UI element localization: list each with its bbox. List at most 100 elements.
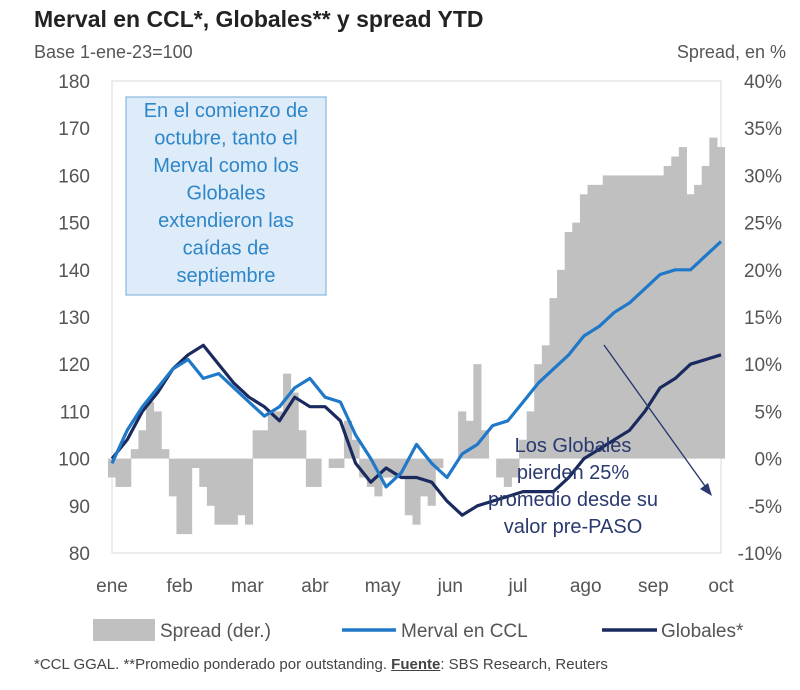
- spread-bar: [184, 458, 193, 535]
- legend-merval-label: Merval en CCL: [401, 621, 528, 642]
- spread-bar: [244, 458, 254, 525]
- spread-bar: [458, 411, 467, 459]
- spread-bar: [389, 458, 398, 478]
- y2-tick-label: 20%: [744, 261, 782, 282]
- annotation-box: [125, 96, 327, 296]
- y-tick-label: 120: [58, 355, 90, 376]
- spread-bar: [579, 194, 589, 459]
- spread-bar: [260, 430, 269, 459]
- spread-bar: [602, 175, 611, 459]
- x-tick-label: oct: [708, 576, 734, 597]
- spread-bar: [412, 458, 421, 525]
- chart-title: Merval en CCL*, Globales** y spread YTD: [34, 6, 484, 32]
- x-tick-label: ago: [570, 576, 602, 597]
- spread-bar: [146, 401, 155, 459]
- spread-bar: [206, 458, 216, 506]
- spread-bar: [138, 430, 147, 459]
- spread-bar: [351, 439, 360, 459]
- footnote: *CCL GGAL. **Promedio ponderado por outs…: [34, 656, 608, 673]
- spread-bar: [633, 175, 642, 459]
- annotation-box-line: En el comienzo de: [144, 100, 309, 122]
- spread-bar: [214, 458, 223, 525]
- legend: Spread (der.) Merval en CCL Globales*: [93, 619, 744, 642]
- spread-bar: [176, 458, 185, 535]
- spread-bar: [625, 175, 634, 459]
- x-tick-label: ene: [96, 576, 128, 597]
- annotation-box-line: septiembre: [177, 265, 276, 287]
- spread-bar: [557, 269, 566, 459]
- spread-bar: [549, 298, 558, 459]
- y-tick-label: 130: [58, 308, 90, 329]
- spread-bar: [435, 458, 444, 469]
- spread-bar: [511, 458, 520, 478]
- spread-bar: [199, 458, 208, 487]
- chart-canvas: 180 170 160 150 140 130 120 110 100 90 80 40% 35% 30%…: [58, 72, 783, 642]
- spread-bar: [313, 458, 322, 487]
- spread-bar: [678, 147, 687, 459]
- legend-spread-label: Spread (der.): [160, 621, 271, 642]
- spread-bar: [115, 458, 124, 487]
- spread-bar: [465, 420, 474, 459]
- spread-bar: [663, 165, 672, 459]
- y2-tick-label: -5%: [748, 497, 782, 518]
- spread-bar: [671, 156, 680, 459]
- y2-tick-label: 15%: [744, 308, 782, 329]
- spread-bar: [503, 458, 512, 487]
- merval-line: [110, 240, 723, 489]
- spread-bar: [564, 232, 573, 459]
- y-tick-label: 170: [58, 119, 90, 140]
- y2-tick-label: 0%: [755, 450, 783, 471]
- spread-bars: [107, 137, 726, 535]
- annotation-globales-line: Los Globales: [515, 435, 632, 457]
- spread-bar: [161, 449, 170, 459]
- y-tick-label: 100: [58, 450, 90, 471]
- spread-bar: [519, 439, 528, 459]
- x-tick-label: sep: [638, 576, 669, 597]
- right-axis-label: Spread, en %: [676, 42, 786, 62]
- spread-bar: [656, 175, 665, 459]
- spread-bar: [123, 458, 132, 487]
- y-tick-label: 160: [58, 166, 90, 187]
- spread-bar: [420, 458, 429, 497]
- annotation-box-line: extendieron las: [158, 210, 294, 232]
- y-tick-label: 180: [58, 72, 90, 93]
- spread-bar: [168, 458, 177, 497]
- arrow-line: [603, 344, 706, 487]
- spread-bar: [359, 458, 368, 478]
- y2-tick-label: 5%: [755, 402, 783, 423]
- annotation-box-line: Globales: [187, 183, 266, 205]
- spread-bar: [267, 411, 276, 459]
- spread-bar: [694, 184, 703, 459]
- y2-tick-label: 35%: [744, 119, 782, 140]
- spread-bar: [229, 458, 238, 525]
- x-tick-label: mar: [231, 576, 264, 597]
- spread-bar: [336, 458, 345, 469]
- spread-bar: [107, 458, 117, 478]
- spread-bar: [496, 458, 505, 478]
- spread-bar: [366, 458, 375, 487]
- x-tick-label: feb: [166, 576, 192, 597]
- annotation-globales-line: promedio desde su: [488, 489, 658, 511]
- spread-bar: [640, 175, 649, 459]
- annotation-globales-line: pierden 25%: [517, 462, 630, 484]
- series-lines: [110, 240, 723, 517]
- annotation-box-line: caídas de: [183, 238, 270, 260]
- y2-tick-label: 30%: [744, 166, 782, 187]
- spread-bar: [595, 184, 604, 459]
- spread-bar: [237, 458, 246, 516]
- spread-bar: [222, 458, 231, 525]
- spread-bar: [716, 147, 726, 459]
- spread-bar: [473, 364, 482, 459]
- spread-bar: [709, 137, 718, 459]
- spread-bar: [480, 430, 490, 459]
- footnote-source-label: Fuente: [391, 656, 441, 673]
- spread-bar: [541, 345, 550, 459]
- y-tick-label: 90: [69, 497, 90, 518]
- spread-bar: [305, 458, 314, 487]
- spread-bar: [572, 222, 581, 459]
- spread-bar: [617, 175, 627, 459]
- spread-bar: [404, 458, 413, 516]
- annotation-globales-line: valor pre-PASO: [504, 516, 643, 538]
- y-tick-label: 110: [60, 402, 90, 423]
- spread-bar: [328, 458, 337, 469]
